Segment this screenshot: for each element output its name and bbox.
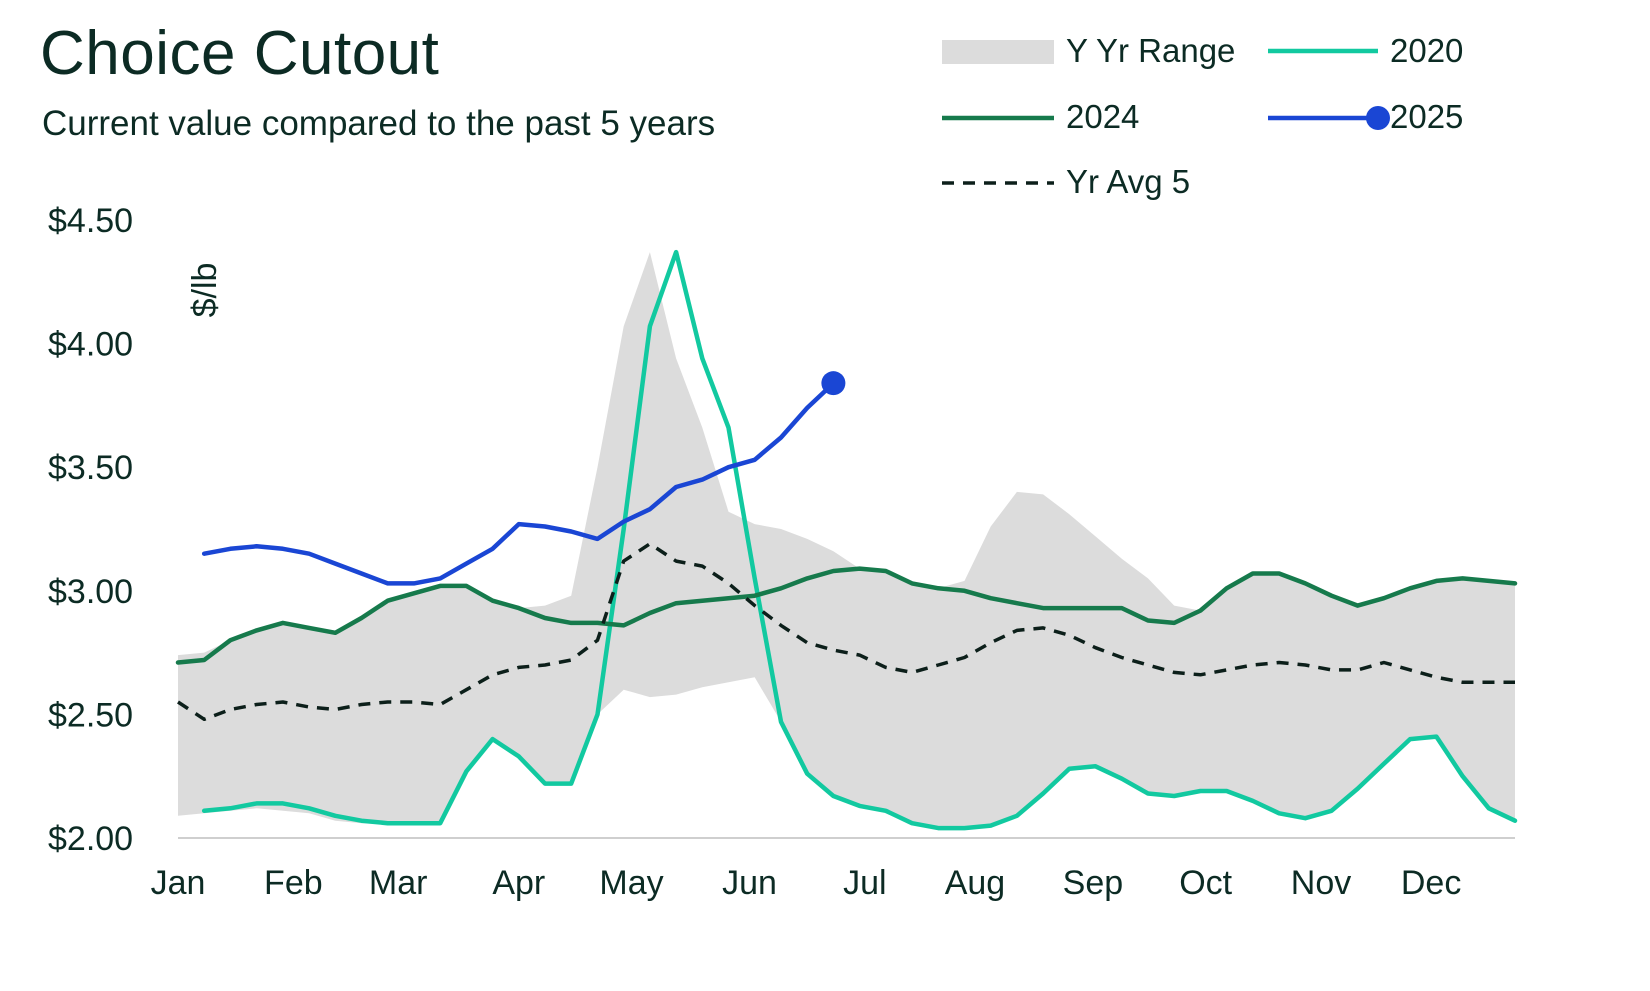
x-axis-ticks: Jan Feb Mar Apr May Jun Jul Aug Sep Oct Nov Dec	[151, 864, 1462, 902]
legend-avg-label: Yr Avg 5	[1066, 163, 1190, 200]
chart-subtitle: Current value compared to the past 5 yea…	[42, 104, 716, 143]
x-tick-label: Feb	[264, 864, 323, 902]
y-tick-label: $3.50	[48, 449, 133, 487]
y-tick-label: $4.50	[48, 202, 133, 240]
x-tick-label: Nov	[1291, 864, 1351, 902]
x-tick-label: Aug	[945, 864, 1006, 902]
legend-range-label: Y Yr Range	[1066, 32, 1235, 69]
series-layer	[175, 249, 1518, 831]
x-tick-label: Mar	[369, 864, 428, 902]
legend-2025-label: 2025	[1390, 98, 1463, 135]
y-axis-ticks: $2.00 $2.50 $3.00 $3.50 $4.00 $4.50	[48, 202, 133, 858]
range-band-layer	[178, 252, 1515, 829]
legend-2024-label: 2024	[1066, 98, 1139, 135]
legend-2020-label: 2020	[1390, 32, 1463, 69]
chart-title: Choice Cutout	[40, 19, 440, 88]
series-2025-end-marker	[821, 371, 846, 396]
y-tick-label: $2.50	[48, 696, 133, 734]
series-line-y2025	[201, 380, 836, 586]
y-axis-label: $/lb	[186, 263, 224, 318]
range-band-area	[178, 252, 1515, 829]
series-line-avg	[177, 542, 1515, 722]
x-tick-label: Jul	[843, 864, 886, 902]
x-tick-label: Jun	[722, 864, 777, 902]
series-line-y2020	[201, 249, 1518, 831]
legend-range-swatch	[942, 40, 1054, 64]
legend-2025-marker	[1366, 106, 1390, 130]
y-tick-label: $4.00	[48, 326, 133, 364]
series-line-y2024	[175, 566, 1518, 665]
x-tick-label: Dec	[1401, 864, 1461, 902]
x-tick-label: Sep	[1063, 864, 1124, 902]
x-tick-label: May	[599, 864, 663, 902]
x-tick-label: Apr	[492, 864, 545, 902]
legend: Y Yr Range 2020 2024 2025 Yr Avg 5	[942, 32, 1463, 200]
x-tick-label: Jan	[151, 864, 206, 902]
y-tick-label: $2.00	[48, 820, 133, 858]
y-tick-label: $3.00	[48, 573, 133, 611]
x-tick-label: Oct	[1179, 864, 1232, 902]
